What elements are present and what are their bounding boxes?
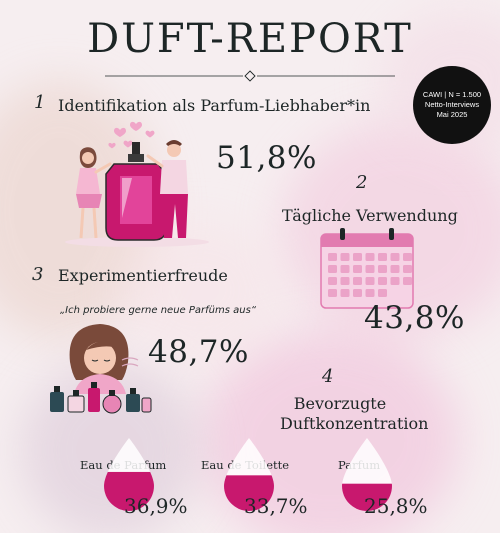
calendar-day-cell (390, 253, 400, 261)
calendar-day-cell (403, 265, 412, 273)
drop-icon (104, 438, 154, 511)
section-1-heading: Identifikation als Parfum-Liebhaber*in (58, 96, 371, 115)
title-divider (105, 70, 395, 82)
calendar-day-cell (328, 289, 337, 297)
calendar-day-cell (390, 277, 400, 285)
calendar-day-cell (353, 253, 362, 261)
calendar-day-cell (353, 265, 362, 273)
page-title: DUFT-REPORT (87, 16, 413, 62)
section-1-number: 1 (34, 92, 46, 113)
couple-perfume-icon (65, 121, 209, 247)
calendar-day-cell (340, 253, 350, 261)
calendar-day-cell (390, 265, 400, 273)
section-3-quote: „Ich probiere gerne neue Parfüms aus“ (60, 305, 256, 316)
section-3-number: 3 (32, 264, 44, 285)
badge-line-1: CAWI | N = 1.500 (422, 89, 482, 99)
calendar-day-cell (328, 253, 337, 261)
calendar-day-cell (328, 277, 337, 285)
calendar-day-cell (378, 253, 387, 261)
calendar-day-cell (340, 277, 350, 285)
drop-icon (224, 438, 274, 511)
section-2-number: 2 (356, 172, 368, 193)
calendar-day-cell (353, 277, 362, 285)
calendar-day-cell (403, 253, 412, 261)
section-2-heading: Tägliche Verwendung (282, 206, 458, 225)
calendar-day-cell (365, 289, 375, 297)
calendar-day-cell (365, 265, 375, 273)
calendar-day-cell (378, 277, 387, 285)
section-4-number: 4 (322, 366, 334, 387)
calendar-day-cell (365, 253, 375, 261)
badge-line-2: Netto-Interviews (424, 99, 480, 109)
perfume-bottles-icon (50, 382, 152, 414)
concentration-3-value: 25,8% (364, 494, 428, 518)
calendar-day-cell (328, 265, 337, 273)
woman-smelling-icon (69, 324, 139, 394)
badge-line-3: Mai 2025 (436, 110, 468, 120)
calendar-day-cell (365, 277, 375, 285)
calendar-day-cell (340, 289, 350, 297)
section-3-value: 48,7% (148, 334, 249, 370)
calendar-day-cell (378, 265, 387, 273)
concentration-1-value: 36,9% (124, 494, 188, 518)
section-2-value: 43,8% (364, 300, 465, 336)
section-4-heading-line-2: Duftkonzentration (280, 414, 429, 433)
section-4-heading-line-1: Bevorzugte (293, 394, 387, 413)
calendar-icon (320, 228, 414, 309)
drop-icon (342, 438, 392, 511)
calendar-day-cell (340, 265, 350, 273)
calendar-day-cell (403, 277, 412, 285)
section-3-heading: Experimentierfreude (58, 266, 228, 285)
calendar-day-cell (378, 289, 387, 297)
drop-fill-level (104, 471, 154, 511)
concentration-2-value: 33,7% (244, 494, 308, 518)
calendar-day-cell (353, 289, 362, 297)
survey-badge: CAWI | N = 1.500 Netto-Interviews Mai 20… (413, 66, 491, 144)
section-1-value: 51,8% (216, 140, 317, 176)
